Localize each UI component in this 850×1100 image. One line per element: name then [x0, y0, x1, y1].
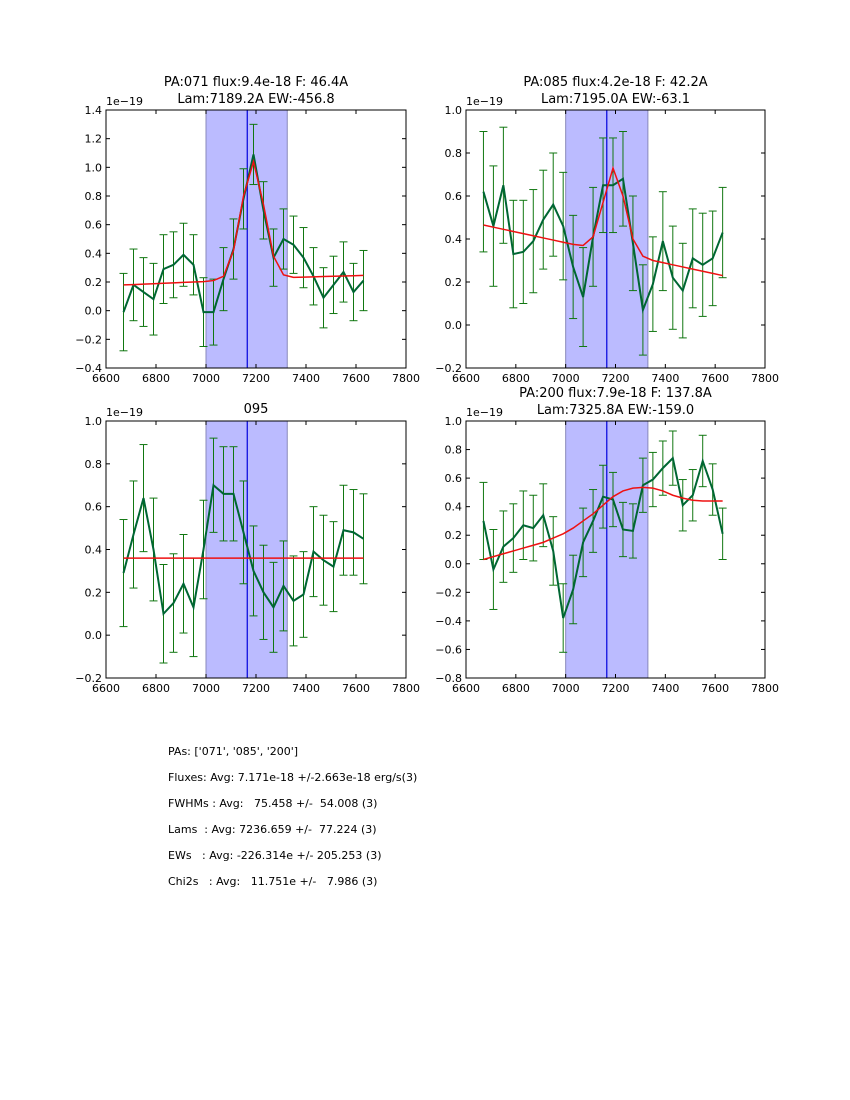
y-tick-label: 0.4 — [445, 233, 463, 246]
y-tick-label: 0.4 — [85, 247, 103, 260]
y-tick-label: 1.0 — [85, 415, 103, 428]
y-tick-label: 0.6 — [445, 190, 463, 203]
x-tick-label: 7000 — [552, 682, 580, 695]
x-tick-label: 6600 — [452, 372, 480, 385]
y-offset-label: 1e−19 — [466, 95, 503, 108]
y-tick-label: −0.4 — [75, 362, 102, 375]
y-tick-label: 0.2 — [445, 529, 463, 542]
y-tick-label: −0.2 — [75, 333, 102, 346]
y-tick-label: 1.4 — [85, 104, 103, 117]
x-tick-label: 7400 — [651, 682, 679, 695]
y-tick-label: −0.2 — [75, 672, 102, 685]
summary-block: PAs: ['071', '085', '200'] Fluxes: Avg: … — [168, 745, 417, 901]
x-tick-label: 7600 — [342, 372, 370, 385]
y-tick-label: 0.0 — [445, 558, 463, 571]
fit-series-line — [123, 158, 364, 286]
y-tick-label: 0.2 — [85, 276, 103, 289]
x-tick-label: 6600 — [452, 682, 480, 695]
x-tick-label: 6800 — [502, 372, 530, 385]
y-tick-label: 0.4 — [445, 501, 463, 514]
y-offset-label: 1e−19 — [466, 406, 503, 419]
y-tick-label: 0.6 — [85, 501, 103, 514]
line-window-band — [205, 420, 288, 679]
fit-series-line — [483, 486, 723, 561]
summary-fwhms: FWHMs : Avg: 75.458 +/- 54.008 (3) — [168, 797, 378, 810]
x-tick-label: 7000 — [552, 372, 580, 385]
y-offset-label: 1e−19 — [106, 406, 143, 419]
y-tick-label: 0.0 — [85, 305, 103, 318]
x-tick-label: 7400 — [651, 372, 679, 385]
subplot-title-line-1: PA:085 flux:4.2e-18 F: 42.2A — [523, 75, 707, 90]
x-tick-label: 6800 — [142, 372, 170, 385]
y-offset-label: 1e−19 — [106, 95, 143, 108]
y-tick-label: 1.0 — [445, 415, 463, 428]
subplot-4: 6600 6800 7000 7200 7400 7600 7800 −0.8 −0.6 −0.4… — [435, 386, 779, 695]
x-tick-label: 7200 — [602, 682, 630, 695]
summary-lams: Lams : Avg: 7236.659 +/- 77.224 (3) — [168, 823, 377, 836]
line-window-band — [205, 109, 288, 369]
subplot-2: 6600 6800 7000 7200 7400 7600 7800 −0.2 0.0 0.2 0.… — [435, 75, 779, 385]
y-tick-label: 0.2 — [85, 586, 103, 599]
error-bar — [359, 249, 368, 312]
subplot-title: 095 — [244, 402, 269, 417]
data-series-line — [122, 483, 365, 616]
y-tick-label: 0.6 — [85, 219, 103, 232]
x-tick-label: 7400 — [292, 372, 320, 385]
x-tick-label: 6600 — [92, 372, 120, 385]
y-tick-label: −0.6 — [435, 643, 462, 656]
x-tick-label: 7600 — [701, 682, 729, 695]
x-tick-label: 6800 — [502, 682, 530, 695]
y-tick-label: 0.4 — [85, 544, 103, 557]
x-tick-label: 7200 — [242, 682, 270, 695]
y-tick-label: 1.0 — [445, 104, 463, 117]
x-tick-label: 7800 — [392, 682, 420, 695]
x-tick-label: 6600 — [92, 682, 120, 695]
summary-ews: EWs : Avg: -226.314e +/- 205.253 (3) — [168, 849, 382, 862]
x-tick-label: 7000 — [192, 372, 220, 385]
x-tick-label: 7800 — [751, 372, 779, 385]
subplot-title-line-1: PA:200 flux:7.9e-18 F: 137.8A — [519, 386, 712, 401]
x-tick-label: 7000 — [192, 682, 220, 695]
subplot-title-line-2: Lam:7325.8A EW:-159.0 — [537, 403, 694, 418]
y-tick-label: 0.0 — [85, 629, 103, 642]
y-tick-label: 0.8 — [85, 190, 103, 203]
x-tick-label: 7800 — [392, 372, 420, 385]
x-tick-label: 6800 — [142, 682, 170, 695]
y-tick-label: 1.0 — [85, 161, 103, 174]
subplot-title-line-2: Lam:7189.2A EW:-456.8 — [177, 92, 334, 107]
x-tick-label: 7200 — [242, 372, 270, 385]
y-tick-label: 0.6 — [445, 472, 463, 485]
x-tick-label: 7200 — [602, 372, 630, 385]
y-tick-label: −0.4 — [435, 615, 462, 628]
y-tick-label: 0.8 — [445, 444, 463, 457]
data-series-line — [482, 456, 724, 619]
fit-series-line — [483, 165, 723, 277]
y-tick-label: −0.8 — [435, 672, 462, 685]
x-tick-label: 7600 — [342, 682, 370, 695]
summary-fluxes: Fluxes: Avg: 7.171e-18 +/-2.663e-18 erg/… — [168, 771, 418, 784]
x-tick-label: 7800 — [751, 682, 779, 695]
y-tick-label: 0.2 — [445, 276, 463, 289]
summary-chi2s: Chi2s : Avg: 11.751e +/- 7.986 (3) — [168, 875, 378, 888]
summary-pas: PAs: ['071', '085', '200'] — [168, 745, 299, 758]
data-series-line — [482, 177, 724, 314]
y-tick-label: 0.8 — [85, 458, 103, 471]
y-tick-label: 1.2 — [85, 133, 103, 146]
subplot-title-line-1: PA:071 flux:9.4e-18 F: 46.4A — [164, 75, 348, 90]
x-tick-label: 7400 — [292, 682, 320, 695]
y-tick-label: 0.8 — [445, 147, 463, 160]
y-tick-label: −0.2 — [435, 362, 462, 375]
subplot-3: 6600 6800 7000 7200 7400 7600 7800 −0.2 0.0 0.2 0.… — [75, 402, 420, 695]
x-tick-label: 7600 — [701, 372, 729, 385]
y-tick-label: −0.2 — [435, 586, 462, 599]
y-tick-label: 0.0 — [445, 319, 463, 332]
subplot-title-line-2: Lam:7195.0A EW:-63.1 — [541, 92, 690, 107]
subplot-1: 6600 6800 7000 7200 7400 7600 7800 −0.4 −0.2 0.0 0… — [75, 75, 420, 385]
